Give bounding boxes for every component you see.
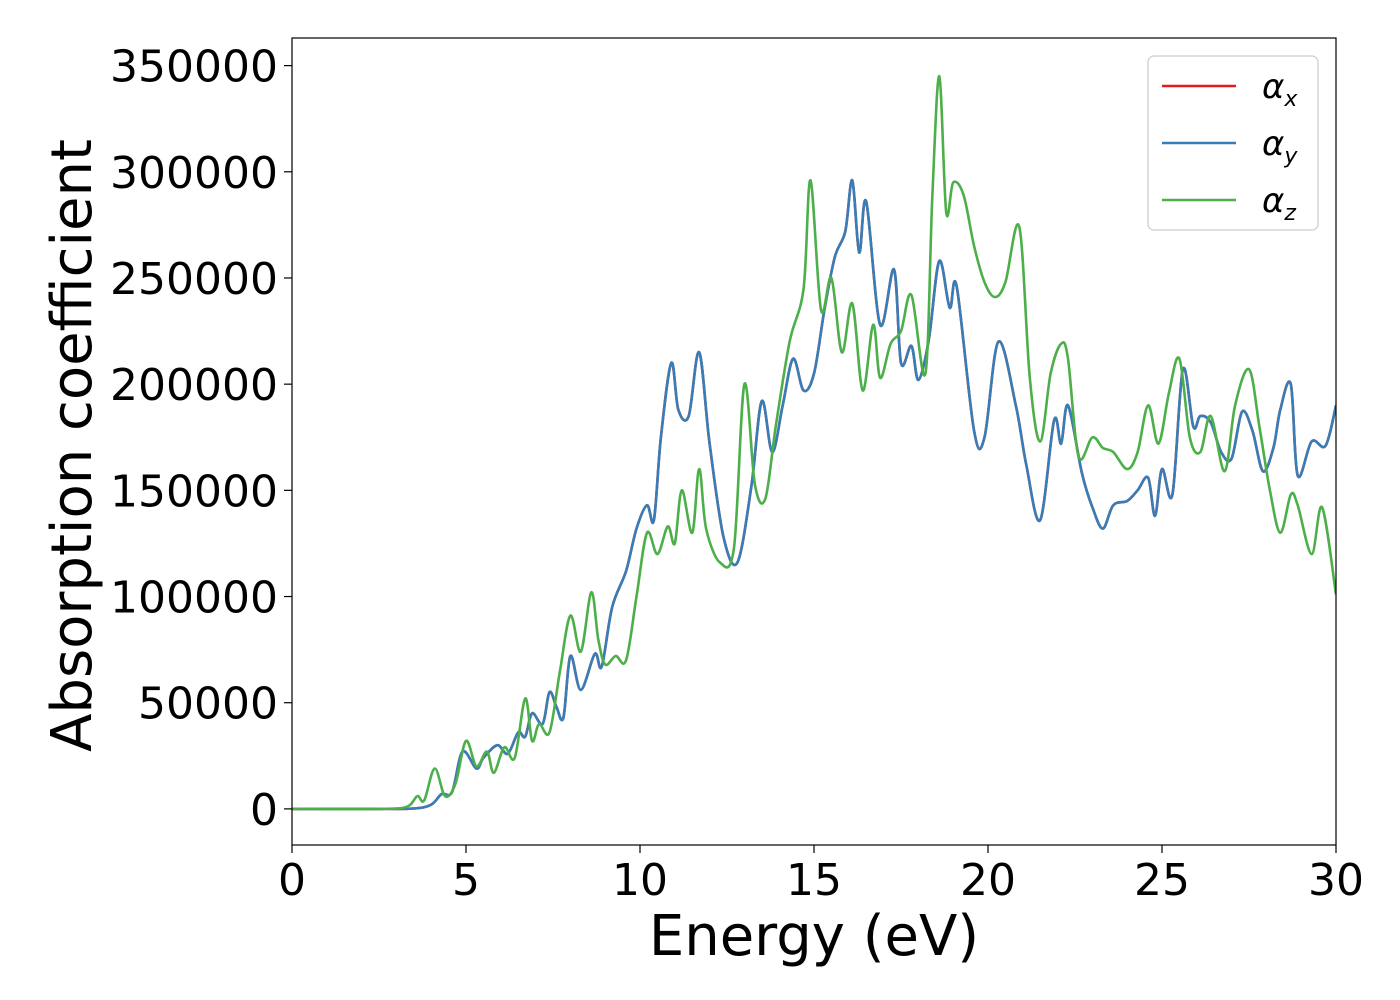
y-tick-label: 150000 — [110, 466, 278, 517]
series-line-2 — [292, 74, 1336, 811]
legend: αx αy αz — [1147, 55, 1319, 231]
y-tick-label: 300000 — [110, 148, 278, 199]
y-tick-label: 100000 — [110, 573, 278, 624]
legend-label: αx — [1262, 67, 1298, 112]
x-axis-ticks: 0 5 10 15 20 25 30 — [278, 845, 1364, 906]
y-tick-label: 50000 — [138, 679, 278, 730]
legend-label: αy — [1262, 124, 1298, 169]
y-tick-label: 0 — [250, 785, 278, 836]
series-line-0 — [292, 178, 1336, 811]
x-tick-label: 5 — [452, 855, 480, 906]
x-tick-label: 10 — [612, 855, 668, 906]
y-axis-ticks: 0 50000 100000 150000 200000 250000 300000 3500… — [110, 42, 292, 836]
legend-label: αz — [1262, 181, 1296, 226]
y-tick-label: 200000 — [110, 360, 278, 411]
x-axis-label: Energy (eV) — [649, 904, 979, 969]
x-tick-label: 0 — [278, 855, 306, 906]
series-line-1 — [292, 178, 1336, 811]
series-layer — [292, 74, 1336, 811]
x-tick-label: 15 — [786, 855, 842, 906]
x-tick-label: 25 — [1134, 855, 1190, 906]
y-tick-label: 350000 — [110, 42, 278, 93]
x-tick-label: 30 — [1308, 855, 1364, 906]
y-axis-label: Absorption coefficient — [40, 139, 105, 752]
y-tick-label: 250000 — [110, 254, 278, 305]
x-tick-label: 20 — [960, 855, 1016, 906]
